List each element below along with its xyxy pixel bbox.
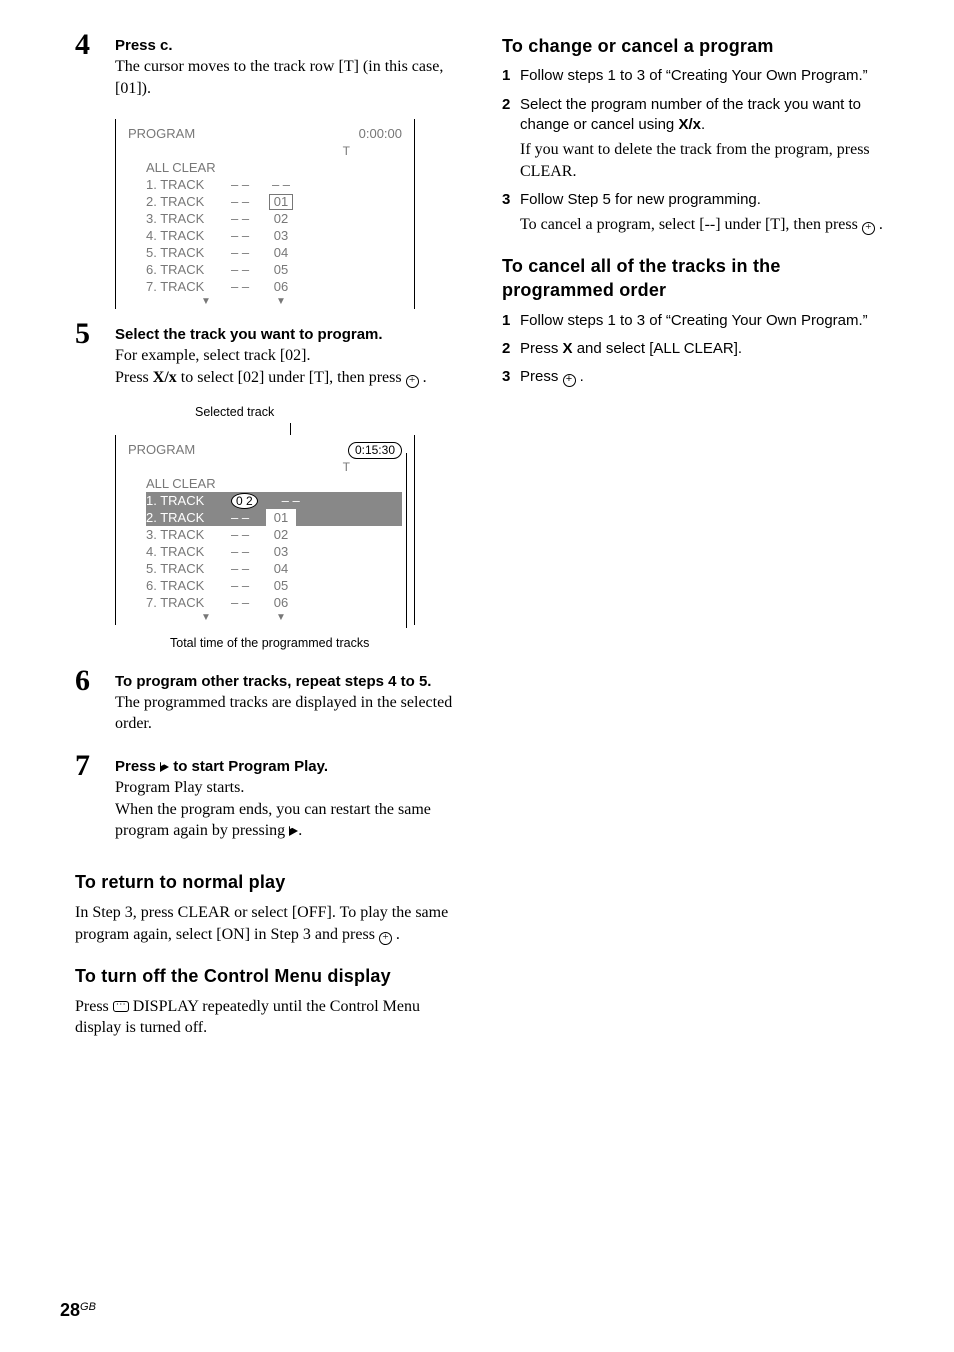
highlighted-row: 1. TRACK0 2– –: [146, 492, 402, 509]
t-label: T: [128, 143, 402, 159]
page-number: 28: [60, 1300, 80, 1320]
total-time-pill: 0:15:30: [348, 442, 402, 459]
step-number: 7: [75, 751, 115, 852]
screen-time: 0:00:00: [359, 125, 402, 143]
screen-title: PROGRAM: [128, 125, 195, 143]
play-icon: [160, 758, 169, 778]
arrow-right-icon: c: [160, 37, 168, 54]
enter-icon: [563, 374, 576, 387]
substep-text: Follow steps 1 to 3 of “Creating Your Ow…: [520, 66, 894, 86]
page-region: GB: [80, 1301, 96, 1313]
substep-number: 2: [502, 339, 520, 359]
para-turnoff: Press DISPLAY repeatedly until the Contr…: [75, 996, 467, 1039]
heading-change-cancel: To change or cancel a program: [502, 34, 894, 58]
heading-turnoff: To turn off the Control Menu display: [75, 964, 467, 988]
substep-number: 2: [502, 95, 520, 183]
step4-heading: Press c.: [115, 36, 467, 56]
step-number: 4: [75, 30, 115, 109]
substep-serif: To cancel a program, select [--] under […: [520, 214, 894, 236]
step6-heading: To program other tracks, repeat steps 4 …: [115, 672, 467, 692]
leader-line: [406, 453, 407, 628]
step7-l2: When the program ends, you can restart t…: [115, 799, 467, 842]
substep-number: 1: [502, 311, 520, 331]
substep-serif: If you want to delete the track from the…: [520, 139, 894, 182]
substep-text: Follow Step 5 for new programming. To ca…: [520, 190, 894, 236]
step7-heading: Press to start Program Play.: [115, 757, 467, 777]
substep-number: 1: [502, 66, 520, 86]
up-down-icon: X/x: [153, 369, 177, 386]
step7-l1: Program Play starts.: [115, 777, 467, 799]
para-return: In Step 3, press CLEAR or select [OFF]. …: [75, 902, 467, 945]
program-screen-1: PROGRAM 0:00:00 T ALL CLEAR 1. TRACK– ––…: [115, 119, 415, 308]
play-icon: [289, 821, 298, 843]
up-icon: X: [563, 340, 573, 357]
substep-text: Follow steps 1 to 3 of “Creating Your Ow…: [520, 311, 894, 331]
step5-l2: Press X/x to select [02] under [T], then…: [115, 367, 467, 389]
leader-line: [290, 423, 467, 435]
enter-icon: [862, 222, 875, 235]
heading-cancel-all: To cancel all of the tracks in the progr…: [502, 254, 894, 303]
program-screen-2: PROGRAM 0:15:30 T ALL CLEAR 1. TRACK0 2–…: [115, 435, 415, 625]
substep-number: 3: [502, 367, 520, 387]
substep-text: Select the program number of the track y…: [520, 95, 894, 183]
substep-text: Press X and select [ALL CLEAR].: [520, 339, 894, 359]
step4-body: The cursor moves to the track row [T] (i…: [115, 56, 467, 99]
highlighted-row: 2. TRACK– –01: [146, 509, 402, 526]
heading-return-normal: To return to normal play: [75, 870, 467, 894]
triangle-down-icon: ▼: [266, 295, 296, 309]
display-icon: [113, 1001, 129, 1012]
substep-text: Press .: [520, 367, 894, 387]
total-time-caption: Total time of the programmed tracks: [170, 635, 467, 652]
step5-l1: For example, select track [02].: [115, 345, 467, 367]
all-clear: ALL CLEAR: [146, 159, 231, 177]
triangle-down-icon: ▼: [146, 295, 266, 309]
up-down-icon: X/x: [678, 116, 701, 133]
step6-body: The programmed tracks are displayed in t…: [115, 692, 467, 735]
selected-track-caption: Selected track: [195, 404, 467, 421]
selected-num: 01: [269, 194, 293, 210]
step5-heading: Select the track you want to program.: [115, 325, 467, 345]
step-number: 6: [75, 666, 115, 745]
page-footer: 28GB: [60, 1298, 96, 1322]
enter-icon: [379, 932, 392, 945]
enter-icon: [406, 375, 419, 388]
step-number: 5: [75, 319, 115, 398]
substep-number: 3: [502, 190, 520, 236]
selected-value: 0 2: [231, 493, 258, 509]
